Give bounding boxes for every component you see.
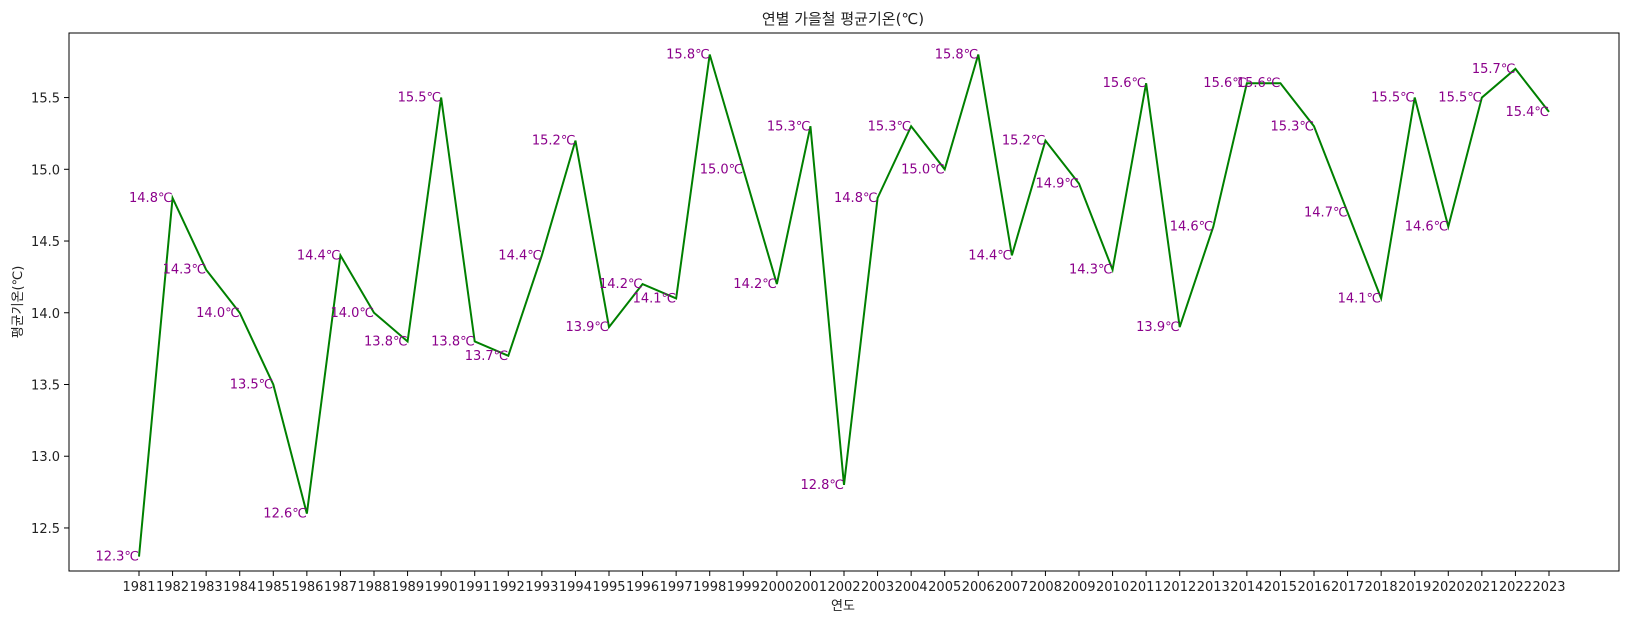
x-tick-label: 2006: [962, 580, 995, 595]
data-label: 14.4℃: [297, 248, 341, 263]
y-tick-label: 14.5: [31, 235, 60, 250]
data-label: 15.4℃: [1505, 105, 1549, 120]
x-tick-label: 2018: [1365, 580, 1398, 595]
data-label: 15.0℃: [901, 162, 945, 177]
x-tick-label: 1992: [492, 580, 525, 595]
x-tick-label: 1984: [223, 580, 256, 595]
data-label: 14.2℃: [733, 277, 777, 292]
x-tick-label: 2012: [1163, 580, 1196, 595]
x-tick-label: 2013: [1197, 580, 1230, 595]
y-tick-label: 13.0: [31, 450, 60, 465]
data-label: 15.8℃: [666, 48, 710, 63]
x-tick-label: 1989: [391, 580, 424, 595]
x-tick-label: 1996: [626, 580, 659, 595]
data-label: 14.7℃: [1304, 205, 1348, 220]
x-tick-label: 1981: [122, 580, 155, 595]
data-label: 15.0℃: [700, 162, 744, 177]
data-label: 14.1℃: [633, 291, 677, 306]
data-label: 14.8℃: [834, 191, 878, 206]
x-tick-label: 1997: [660, 580, 693, 595]
data-label: 15.2℃: [1002, 134, 1046, 149]
data-label: 15.3℃: [1270, 119, 1314, 134]
x-tick-label: 1994: [559, 580, 592, 595]
data-label: 14.4℃: [498, 248, 542, 263]
x-tick-label: 2005: [928, 580, 961, 595]
x-axis-title: 연도: [831, 599, 855, 614]
x-tick-label: 1991: [458, 580, 491, 595]
x-tick-label: 2008: [1029, 580, 1062, 595]
data-label: 15.7℃: [1472, 62, 1516, 77]
x-tick-label: 1983: [190, 580, 223, 595]
x-tick-label: 2011: [1130, 580, 1163, 595]
x-tick-label: 2007: [995, 580, 1028, 595]
x-tick-label: 2020: [1432, 580, 1465, 595]
data-label: 14.3℃: [1069, 263, 1113, 278]
x-tick-label: 1987: [324, 580, 357, 595]
data-label: 13.8℃: [431, 334, 475, 349]
data-label: 15.6℃: [1103, 76, 1147, 91]
data-label: 15.5℃: [398, 91, 442, 106]
data-label: 15.5℃: [1438, 91, 1482, 106]
x-tick-label: 2019: [1398, 580, 1431, 595]
data-label: 14.3℃: [163, 263, 207, 278]
x-tick-label: 2003: [861, 580, 894, 595]
y-tick-label: 15.5: [31, 92, 60, 107]
x-tick-label: 1988: [357, 580, 390, 595]
data-label: 14.9℃: [1035, 177, 1079, 192]
data-label: 15.3℃: [868, 119, 912, 134]
data-label: 14.2℃: [599, 277, 643, 292]
data-label: 13.9℃: [1136, 320, 1180, 335]
data-label: 13.5℃: [230, 377, 274, 392]
x-tick-label: 2016: [1297, 580, 1330, 595]
y-tick-label: 13.5: [31, 378, 60, 393]
x-tick-label: 1990: [425, 580, 458, 595]
y-axis-title: 평균기온(℃): [11, 266, 26, 339]
y-tick-label: 12.5: [31, 522, 60, 537]
x-tick-label: 2014: [1230, 580, 1263, 595]
x-tick-label: 2009: [1062, 580, 1095, 595]
data-label: 12.6℃: [263, 507, 307, 522]
x-tick-label: 1993: [525, 580, 558, 595]
data-label: 14.6℃: [1405, 220, 1449, 235]
data-label: 14.0℃: [196, 306, 240, 321]
x-tick-label: 2010: [1096, 580, 1129, 595]
x-tick-label: 2015: [1264, 580, 1297, 595]
x-tick-label: 2001: [794, 580, 827, 595]
data-label: 14.8℃: [129, 191, 173, 206]
x-tick-label: 2000: [760, 580, 793, 595]
data-label: 13.8℃: [364, 334, 408, 349]
data-label: 15.6℃: [1237, 76, 1281, 91]
data-label: 15.2℃: [532, 134, 576, 149]
y-tick-label: 15.0: [31, 163, 60, 178]
data-label: 14.6℃: [1170, 220, 1214, 235]
x-tick-label: 1999: [727, 580, 760, 595]
x-tick-label: 2023: [1532, 580, 1565, 595]
data-label: 12.3℃: [95, 550, 139, 565]
data-label: 14.0℃: [330, 306, 374, 321]
data-label: 14.1℃: [1338, 291, 1382, 306]
x-tick-label: 1986: [290, 580, 323, 595]
x-tick-label: 1995: [592, 580, 625, 595]
chart-title: 연별 가을철 평균기온(℃): [762, 10, 924, 28]
data-label: 13.9℃: [565, 320, 609, 335]
x-tick-label: 2017: [1331, 580, 1364, 595]
data-label: 13.7℃: [465, 349, 509, 364]
data-label: 15.3℃: [767, 119, 811, 134]
x-tick-label: 2004: [895, 580, 928, 595]
data-label: 15.8℃: [935, 48, 979, 63]
y-tick-label: 14.0: [31, 307, 60, 322]
x-tick-label: 1982: [156, 580, 189, 595]
data-label: 12.8℃: [800, 478, 844, 493]
x-tick-label: 1985: [257, 580, 290, 595]
x-tick-label: 1998: [693, 580, 726, 595]
data-label: 15.5℃: [1371, 91, 1415, 106]
data-label: 14.4℃: [968, 248, 1012, 263]
x-tick-label: 2002: [827, 580, 860, 595]
x-tick-label: 2021: [1465, 580, 1498, 595]
x-tick-label: 2022: [1499, 580, 1532, 595]
